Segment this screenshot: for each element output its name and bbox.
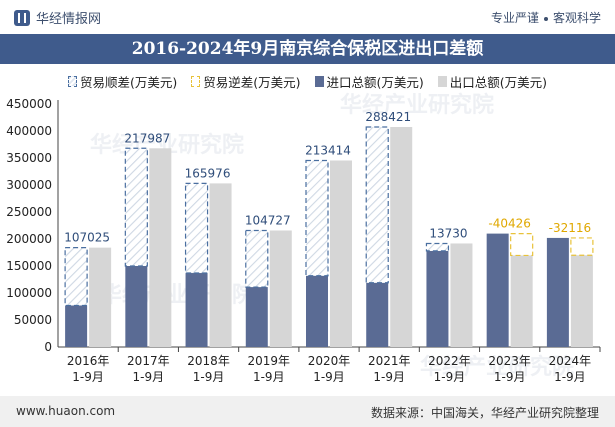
y-tick-label-4: 200000: [6, 232, 52, 246]
bar-export-4: [330, 160, 352, 347]
tagline-right: 客观科学: [552, 11, 601, 25]
bar-export-5: [390, 126, 413, 347]
bar-surplus-1: [124, 147, 148, 267]
footer: www.huaon.com 数据来源：中国海关，华经产业研究院整理: [0, 396, 615, 427]
bar-surplus-2: [184, 182, 209, 274]
legend-import-label: 进口总额(万美元): [326, 75, 424, 90]
x-tick-label-period-6: 1-9月: [434, 370, 466, 384]
bar-surplus-6: [425, 242, 450, 252]
huajing-logo-icon: [14, 9, 30, 26]
bar-import-1: [125, 266, 148, 347]
data-label-7: -40426: [488, 217, 531, 231]
tagline: 专业严谨 客观科学: [491, 9, 601, 26]
legend-deficit: 贸易逆差(万美元): [191, 72, 301, 91]
bar-surplus-4: [305, 159, 329, 277]
y-tick-label-3: 150000: [6, 259, 52, 273]
x-tick-label-period-7: 1-9月: [494, 370, 526, 384]
y-tick-label-6: 300000: [6, 178, 52, 192]
y-tick-label-1: 50000: [14, 313, 52, 327]
data-label-0: 107025: [64, 231, 110, 245]
y-tick-label-9: 450000: [6, 97, 52, 111]
x-tick-label-year-1: 2017年: [127, 354, 170, 368]
legend-surplus-label: 贸易顺差(万美元): [79, 75, 178, 90]
bar-import-0: [65, 305, 88, 347]
x-tick-label-period-8: 1-9月: [554, 370, 586, 384]
x-tick-label-year-4: 2020年: [308, 354, 351, 368]
data-label-1: 217987: [124, 131, 170, 145]
x-tick-label-period-0: 1-9月: [72, 370, 104, 384]
x-tick-label-period-2: 1-9月: [193, 370, 225, 384]
x-tick-label-year-8: 2024年: [549, 354, 592, 368]
chart-legend: 贸易顺差(万美元) 贸易逆差(万美元) 进口总额(万美元) 出口总额(万美元): [0, 72, 615, 91]
top-bar: 华经情报网 专业严谨 客观科学: [0, 0, 615, 34]
y-tick-label-8: 400000: [6, 124, 52, 138]
y-tick-label-5: 250000: [6, 205, 52, 219]
x-tick-label-year-2: 2018年: [187, 354, 230, 368]
footer-url[interactable]: www.huaon.com: [16, 404, 116, 418]
bar-import-8: [546, 237, 569, 347]
x-tick-label-period-5: 1-9月: [373, 370, 405, 384]
y-tick-label-2: 100000: [6, 286, 52, 300]
data-label-3: 104727: [245, 214, 291, 228]
bar-deficit-8: [570, 237, 594, 256]
x-tick-label-period-1: 1-9月: [133, 370, 165, 384]
legend-export: 出口总额(万美元): [437, 72, 548, 91]
chart-title: 2016-2024年9月南京综合保税区进出口差额: [0, 34, 615, 64]
bar-surplus-5: [365, 126, 389, 284]
x-tick-label-year-6: 2022年: [428, 354, 471, 368]
y-tick-label-0: 0: [44, 340, 52, 354]
bar-export-0: [89, 247, 112, 347]
legend-deficit-swatch: [191, 76, 201, 87]
x-tick-label-year-7: 2023年: [488, 354, 531, 368]
legend-export-swatch: [437, 76, 447, 87]
bar-deficit-7: [510, 233, 534, 257]
data-label-8: -32116: [549, 221, 592, 235]
legend-import: 进口总额(万美元): [314, 72, 424, 91]
bar-import-2: [185, 273, 208, 347]
legend-import-swatch: [314, 76, 324, 87]
chart-plot: 华经产业研究院 华经产业研究院 华经产业研究院 华经产业研究院 05000010…: [6, 92, 601, 384]
tagline-left: 专业严谨: [490, 11, 539, 25]
bar-surplus-3: [245, 229, 269, 288]
legend-export-label: 出口总额(万美元): [449, 75, 548, 90]
brand-name: 华经情报网: [36, 12, 102, 27]
bar-import-3: [245, 287, 268, 347]
legend-deficit-label: 贸易逆差(万美元): [203, 75, 301, 90]
data-label-4: 213414: [305, 143, 351, 157]
bar-export-8: [570, 255, 593, 347]
data-label-5: 288421: [365, 110, 411, 124]
bar-export-3: [269, 230, 292, 347]
x-tick-label-year-3: 2019年: [248, 354, 291, 368]
bar-import-5: [366, 282, 389, 347]
watermark-2: 华经产业研究院: [340, 92, 494, 118]
y-tick-label-7: 350000: [6, 151, 52, 165]
bar-surplus-0: [64, 247, 88, 307]
data-label-2: 165976: [185, 166, 231, 180]
dot-separator-icon: [543, 16, 548, 21]
bar-export-1: [149, 148, 172, 347]
x-tick-label-year-5: 2021年: [368, 354, 411, 368]
footer-source: 数据来源：中国海关，华经产业研究院整理: [370, 406, 599, 420]
bar-export-2: [209, 183, 232, 347]
legend-surplus: 贸易顺差(万美元): [67, 72, 178, 91]
bar-import-6: [426, 250, 449, 347]
data-label-6: 13730: [429, 226, 467, 240]
x-tick-label-period-4: 1-9月: [313, 370, 345, 384]
brand: 华经情报网: [14, 8, 101, 27]
bar-import-7: [486, 233, 509, 347]
watermark-4: 华经产业研究院: [420, 354, 574, 380]
legend-surplus-swatch: [67, 76, 77, 87]
x-tick-label-period-3: 1-9月: [253, 370, 285, 384]
bar-export-6: [450, 243, 473, 347]
bar-export-7: [510, 255, 533, 347]
bar-import-4: [306, 275, 328, 347]
x-tick-label-year-0: 2016年: [67, 354, 110, 368]
